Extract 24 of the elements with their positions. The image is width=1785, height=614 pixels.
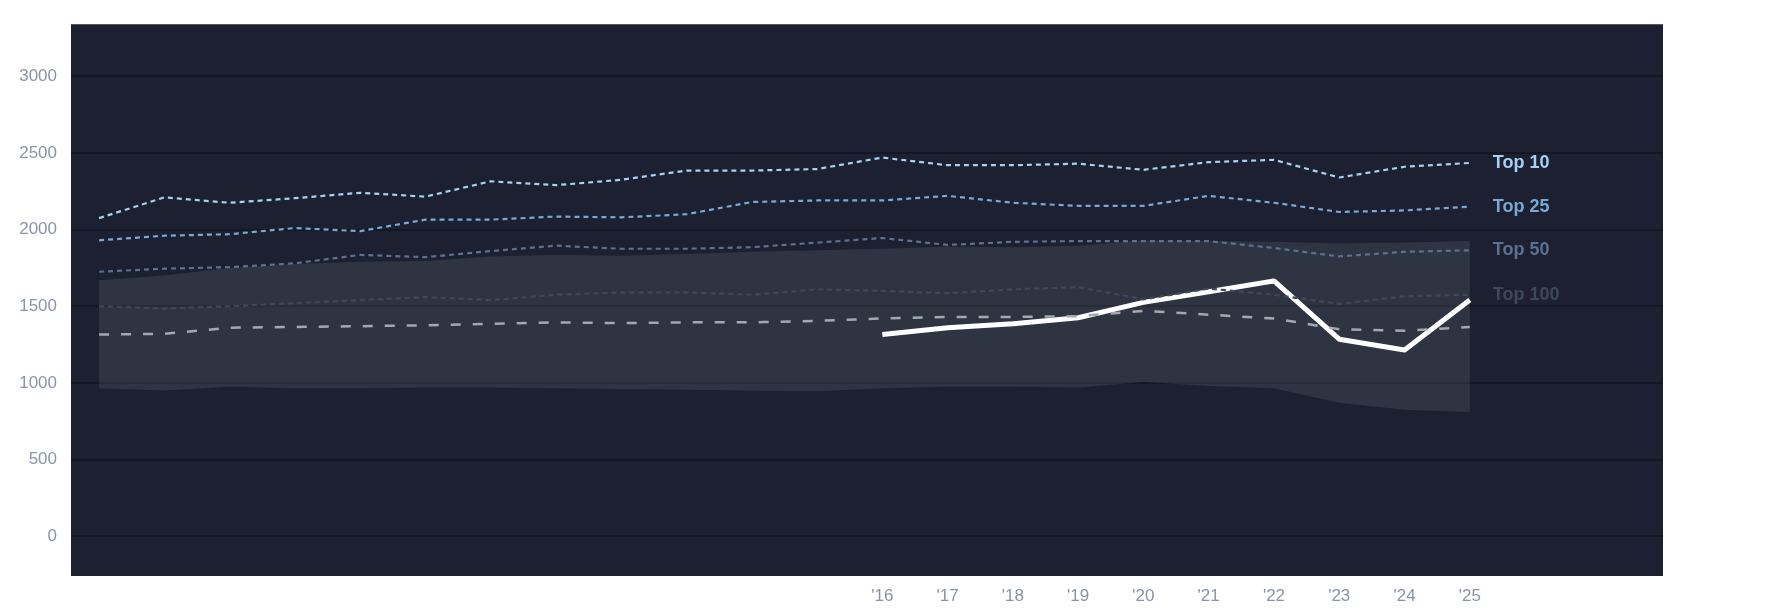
y-tick-label: 500: [28, 449, 57, 469]
x-tick-label: '18: [1001, 585, 1024, 605]
series-label: Top 10: [1492, 151, 1550, 172]
y-tick-label: 0: [47, 525, 57, 545]
series-label: Top 50: [1492, 239, 1550, 260]
y-tick-label: 1000: [19, 372, 57, 392]
y-tick-label: 1500: [19, 295, 57, 315]
y-tick-label: 2500: [19, 142, 57, 162]
x-tick-label: '20: [1132, 585, 1155, 605]
line-series: [97, 236, 1471, 273]
x-tick-label: '24: [1393, 585, 1416, 605]
x-tick-label: '25: [1458, 585, 1481, 605]
x-tick-label: '17: [936, 585, 959, 605]
x-tick-label: '16: [871, 585, 894, 605]
y-tick-label: 3000: [19, 66, 57, 85]
x-tick-label: '21: [1197, 585, 1220, 605]
x-tick-label: '23: [1328, 585, 1351, 605]
line-series: [97, 285, 1471, 310]
series-label: Top 25: [1492, 195, 1550, 216]
x-tick-label: '19: [1067, 585, 1090, 605]
x-tick-label: '22: [1262, 585, 1286, 605]
line-series: [97, 309, 1472, 336]
y-tick-label: 2000: [19, 219, 57, 239]
line-series: [97, 156, 1471, 220]
